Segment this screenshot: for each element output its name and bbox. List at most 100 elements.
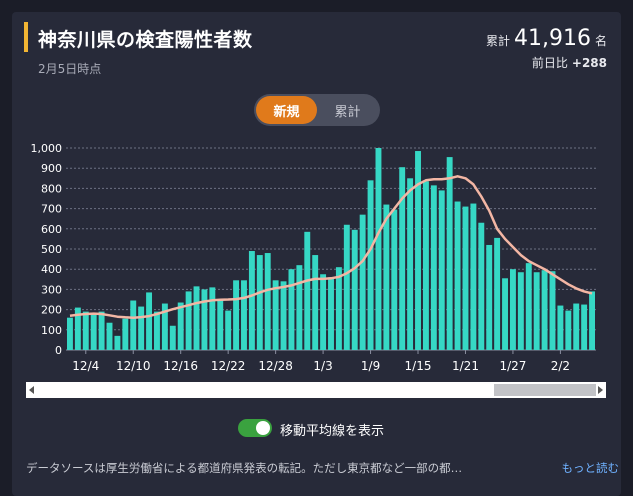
bar xyxy=(217,300,224,350)
bar xyxy=(494,237,501,350)
bar xyxy=(154,311,160,350)
bar xyxy=(517,272,524,350)
chart-scrollbar[interactable] xyxy=(26,382,606,398)
x-tick-label: 1/9 xyxy=(361,359,380,373)
bar xyxy=(209,287,216,350)
total-label: 累計 xyxy=(485,34,510,48)
tab-new[interactable]: 新規 xyxy=(256,96,317,124)
bar xyxy=(509,269,516,350)
bar xyxy=(430,185,437,350)
bar xyxy=(296,265,303,350)
diff-label: 前日比 xyxy=(531,56,568,70)
bar xyxy=(541,270,548,350)
bar xyxy=(248,251,255,350)
bar xyxy=(383,204,390,350)
x-tick-label: 12/10 xyxy=(116,359,151,373)
bar xyxy=(225,310,232,350)
moving-average-switch[interactable] xyxy=(238,419,272,437)
bar xyxy=(589,291,595,350)
bar xyxy=(343,224,350,350)
y-tick-label: 500 xyxy=(41,243,62,256)
data-source-note: データソースは厚生労働省による都道府県発表の転記。ただし東京都など一部の都… xyxy=(26,461,463,475)
bar xyxy=(304,231,311,350)
bar xyxy=(98,311,105,350)
bar xyxy=(533,272,540,350)
y-tick-label: 300 xyxy=(41,283,62,296)
bar xyxy=(74,307,81,350)
bar xyxy=(422,181,429,350)
y-tick-label: 600 xyxy=(41,223,62,236)
bar xyxy=(407,178,414,350)
bar xyxy=(138,306,145,350)
bar xyxy=(193,286,200,350)
bar xyxy=(161,303,168,350)
x-tick-label: 1/15 xyxy=(405,359,432,373)
bar xyxy=(557,305,564,350)
bar xyxy=(201,289,208,350)
bar xyxy=(272,280,279,350)
bar xyxy=(169,325,176,350)
bar xyxy=(415,151,421,350)
bar xyxy=(288,269,295,350)
moving-average-line xyxy=(69,175,593,319)
bar xyxy=(130,300,137,350)
bar xyxy=(573,303,580,350)
bar xyxy=(565,310,572,350)
bar-chart: 0 100 200 300 400 500 600 700 800 900 1,000 12/4 12… xyxy=(31,142,596,373)
x-tick-label: 1/27 xyxy=(499,359,526,373)
bar xyxy=(256,255,263,350)
x-tick-label: 12/28 xyxy=(258,359,293,373)
x-tick-label: 12/22 xyxy=(211,359,246,373)
tab-cumulative[interactable]: 累計 xyxy=(334,104,361,120)
bar xyxy=(399,167,406,350)
x-tick-label: 1/3 xyxy=(313,359,332,373)
y-tick-label: 100 xyxy=(41,324,62,337)
bar xyxy=(177,302,184,350)
bar xyxy=(185,291,192,350)
scroll-thumb[interactable] xyxy=(494,384,596,396)
bar xyxy=(82,311,89,350)
bar xyxy=(549,271,556,350)
bar xyxy=(241,280,247,350)
y-tick-label: 0 xyxy=(55,344,62,357)
y-tick-label: 400 xyxy=(41,263,62,276)
y-tick-label: 1,000 xyxy=(31,142,63,155)
bar xyxy=(454,201,461,350)
bar xyxy=(264,253,271,350)
y-tick-label: 800 xyxy=(41,182,62,195)
bar xyxy=(280,281,287,350)
bar xyxy=(470,203,477,350)
bar xyxy=(581,304,588,350)
read-more-link[interactable]: もっと読む xyxy=(561,461,620,475)
chart-card: 神奈川県の検査陽性者数 2月5日時点 累計 41,916 名 前日比 +288 新規 … xyxy=(12,12,621,496)
diff-value: +288 xyxy=(571,56,607,70)
bar xyxy=(335,267,342,350)
x-tick-label: 1/21 xyxy=(452,359,479,373)
bar xyxy=(486,244,493,350)
switch-knob xyxy=(256,421,270,435)
bar xyxy=(375,148,382,350)
bar xyxy=(146,292,153,350)
y-tick-label: 700 xyxy=(41,203,62,216)
bar xyxy=(351,229,358,350)
bar xyxy=(367,180,374,350)
y-tick-label: 200 xyxy=(41,304,62,317)
bar xyxy=(312,255,319,350)
bar xyxy=(391,209,398,350)
bar xyxy=(90,312,97,350)
cumulative-total: 累計 41,916 名 xyxy=(486,26,607,51)
bar xyxy=(328,277,334,350)
total-unit: 名 xyxy=(594,34,607,48)
day-over-day: 前日比 +288 xyxy=(532,54,607,71)
scroll-left-icon[interactable] xyxy=(29,386,34,394)
bar xyxy=(438,190,445,350)
bar xyxy=(122,318,129,350)
scroll-right-icon[interactable] xyxy=(598,386,603,394)
bar xyxy=(478,222,485,350)
bar xyxy=(106,322,113,350)
bar xyxy=(67,317,73,350)
bar xyxy=(320,274,327,350)
bar xyxy=(359,214,366,350)
total-value: 41,916 xyxy=(514,26,591,51)
bar xyxy=(502,278,508,350)
